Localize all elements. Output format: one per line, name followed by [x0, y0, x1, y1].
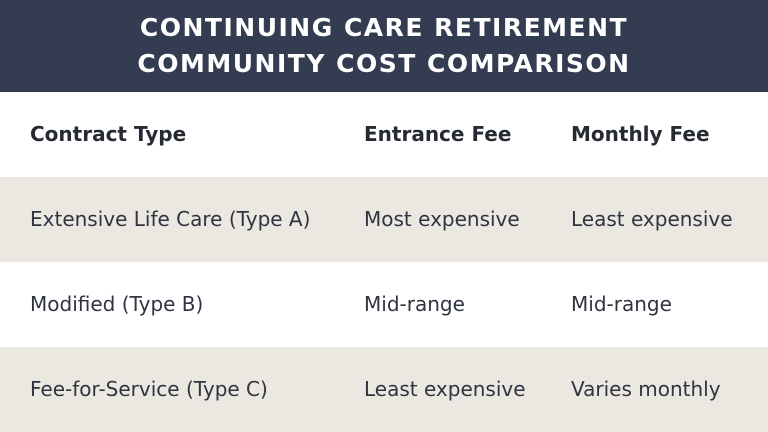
table-cell: Most expensive: [364, 207, 520, 231]
table-cell: Least expensive: [364, 377, 526, 401]
table-row: Fee-for-Service (Type C) Least expensive V…: [0, 347, 768, 432]
table-cell: Least expensive: [571, 207, 733, 231]
table-cell: Modified (Type B): [30, 292, 204, 316]
table-cell: Varies monthly: [571, 377, 721, 401]
column-header: Entrance Fee: [364, 122, 512, 146]
table-row: Extensive Life Care (Type A) Most expensi…: [0, 177, 768, 262]
table-cell: Mid-range: [571, 292, 672, 316]
column-header: Monthly Fee: [571, 122, 710, 146]
table-cell: Mid-range: [364, 292, 465, 316]
table-row: Modified (Type B) Mid-range Mid-range: [0, 262, 768, 347]
header-row: Contract Type Entrance Fee Monthly Fee: [0, 92, 768, 177]
comparison-table: Contract Type Entrance Fee Monthly Fee Exte…: [0, 92, 768, 432]
title-line: COMMUNITY COST COMPARISON: [137, 49, 631, 78]
title-banner: CONTINUING CARE RETIREMENT COMMUNITY COS…: [0, 0, 768, 92]
table-cell: Extensive Life Care (Type A): [30, 207, 311, 231]
title-line: CONTINUING CARE RETIREMENT: [139, 13, 629, 42]
column-header: Contract Type: [30, 122, 187, 146]
table-cell: Fee-for-Service (Type C): [30, 377, 268, 401]
